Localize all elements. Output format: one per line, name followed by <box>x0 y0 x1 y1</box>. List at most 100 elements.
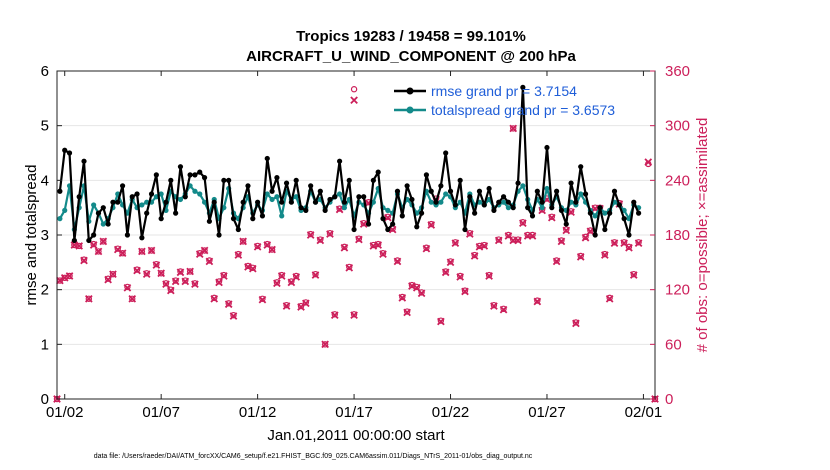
obs-possible-point <box>215 278 223 285</box>
obs-possible-point <box>350 311 358 318</box>
obs-assimilated-stroke <box>383 213 392 222</box>
obs-assimilated-point <box>528 232 537 240</box>
obs-assimilated-point <box>89 241 98 249</box>
obs-assimilated-point <box>398 294 407 302</box>
rmse-point <box>500 194 507 200</box>
rmse-point <box>322 207 328 213</box>
obs-assimilated-point <box>610 239 619 248</box>
legend-rmse-marker <box>406 87 414 95</box>
obs-assimilated-stroke <box>644 158 653 166</box>
rmse-point <box>404 183 410 189</box>
y-axis-label-left: rmse and totalspread <box>23 165 40 306</box>
obs-possible-point <box>572 319 580 326</box>
obs-assimilated-stroke <box>412 284 421 292</box>
obs-assimilated-stroke <box>84 294 93 303</box>
rmse-point <box>129 194 135 200</box>
rmse-point <box>452 202 458 208</box>
obs-possible-point <box>177 268 184 275</box>
x-axis-label: Jan.01,2011 00:00:00 start <box>267 427 445 444</box>
obs-possible-point <box>312 270 319 278</box>
obs-assimilated-stroke <box>220 272 228 280</box>
obs-possible-point <box>346 263 353 271</box>
obs-assimilated-stroke <box>480 242 489 250</box>
rmse-point <box>385 226 391 233</box>
obs-assimilated-stroke <box>210 294 219 303</box>
rmse-point <box>631 199 637 205</box>
rmse-point <box>57 188 63 194</box>
obs-assimilated-point <box>123 284 132 292</box>
rmse-point <box>428 188 434 194</box>
rmse-point <box>582 191 589 197</box>
obs-assimilated-point <box>176 268 185 277</box>
obs-assimilated-stroke <box>239 237 247 246</box>
obs-assimilated-point <box>350 311 358 320</box>
rmse-point <box>62 147 68 153</box>
rmse-point <box>144 210 150 216</box>
x-tick-label: 01/12 <box>239 404 277 421</box>
obs-possible-point <box>505 231 512 239</box>
y-tick-label-right: 240 <box>665 172 690 189</box>
rmse-point <box>177 164 184 170</box>
rmse-point <box>505 199 511 205</box>
rmse-point <box>158 216 164 222</box>
legend-spread-marker <box>406 106 414 114</box>
obs-possible-point <box>485 271 493 279</box>
obs-assimilated-point <box>576 253 585 261</box>
obs-assimilated-point <box>282 302 291 310</box>
obs-assimilated-point <box>147 246 156 255</box>
rmse-point <box>105 221 111 227</box>
obs-assimilated-stroke <box>109 270 117 279</box>
spread-point <box>139 202 145 208</box>
obs-possible-point <box>437 317 445 324</box>
obs-assimilated-point <box>446 258 455 267</box>
spread-point <box>544 185 550 192</box>
obs-assimilated-stroke <box>330 311 339 320</box>
rmse-point <box>414 224 420 230</box>
obs-assimilated-point <box>157 269 166 278</box>
obs-possible-point <box>268 246 276 253</box>
rmse-point <box>230 216 237 222</box>
spread-point <box>91 202 97 208</box>
obs-possible-point <box>95 248 102 255</box>
rmse-point <box>597 205 603 211</box>
obs-assimilated-point <box>316 236 325 245</box>
obs-assimilated-stroke <box>567 208 575 217</box>
obs-assimilated-stroke <box>350 96 358 104</box>
rmse-point <box>544 144 550 151</box>
rmse-point <box>192 172 198 178</box>
obs-assimilated-point <box>220 272 228 280</box>
obs-possible-point <box>563 226 570 233</box>
rmse-point <box>621 216 627 222</box>
rmse-point <box>409 196 415 203</box>
obs-possible-point <box>157 270 165 277</box>
obs-assimilated-point <box>326 230 334 238</box>
obs-assimilated-stroke <box>128 294 137 303</box>
obs-assimilated-point <box>552 257 561 266</box>
obs-assimilated-point <box>499 305 508 314</box>
obs-assimilated-point <box>142 270 151 279</box>
rmse-point <box>462 226 468 233</box>
obs-possible-point <box>326 229 334 237</box>
obs-assimilated-point <box>248 264 257 273</box>
rmse-point <box>86 237 92 244</box>
obs-possible-point <box>635 239 642 246</box>
obs-assimilated-point <box>586 227 595 236</box>
obs-assimilated-stroke <box>142 270 151 279</box>
obs-assimilated-stroke <box>620 239 628 248</box>
obs-assimilated-point <box>340 243 349 252</box>
rmse-point <box>447 188 454 194</box>
rmse-point <box>486 185 492 192</box>
obs-assimilated-point <box>490 302 498 310</box>
spread-point <box>578 191 584 197</box>
y-tick-label-left: 4 <box>41 172 49 189</box>
obs-assimilated-stroke <box>547 213 556 222</box>
obs-assimilated-stroke <box>186 267 194 276</box>
obs-possible-point <box>601 250 609 258</box>
legend: rmse grand pr = 3.7154 totalspread grand… <box>394 83 615 118</box>
legend-spread-label: totalspread grand pr = 3.6573 <box>431 102 615 118</box>
spread-point <box>341 205 348 211</box>
rmse-point <box>327 196 333 203</box>
x-tick-label: 01/22 <box>432 404 470 421</box>
chart-title-line1: Tropics 19283 / 19458 = 99.101% <box>296 28 526 45</box>
obs-assimilated-stroke <box>490 302 498 310</box>
